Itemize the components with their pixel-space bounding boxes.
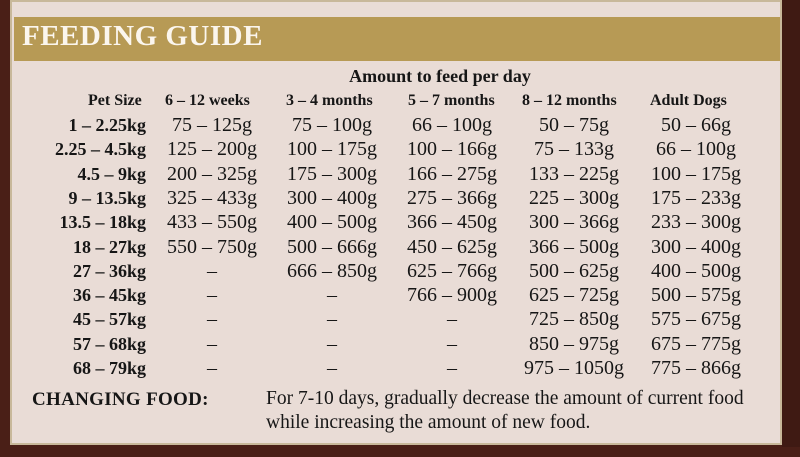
table-cell: 625 – 725g	[529, 284, 619, 307]
table-cell: –	[207, 332, 217, 355]
table-cell: 500 – 575g	[651, 284, 741, 307]
background-strip	[0, 447, 800, 457]
table-cell: –	[207, 357, 217, 379]
column-header-pet-size: Pet Size	[88, 92, 142, 109]
table-cell: 66 – 100g	[412, 114, 492, 136]
table-cell: 50 – 66g	[661, 114, 731, 136]
table-cell: 300 – 400g	[651, 235, 741, 258]
table-cell: 75 – 100g	[292, 114, 372, 136]
pet-size-cell: 27 – 36kg	[72, 260, 146, 281]
table-cell: 133 – 225g	[529, 162, 619, 185]
table-cell: 100 – 175g	[651, 162, 741, 185]
table-cell: –	[327, 308, 337, 331]
table-cell: 575 – 675g	[651, 308, 741, 331]
table-cell: 100 – 166g	[407, 138, 497, 161]
table-cell: –	[327, 332, 337, 355]
pet-size-cell: 57 – 68kg	[72, 333, 146, 354]
table-cell: 975 – 1050g	[524, 357, 624, 379]
changing-food-text: For 7-10 days, gradually decrease the am…	[266, 388, 744, 433]
table-cell: 325 – 433g	[167, 186, 257, 209]
feeding-guide-panel	[10, 0, 782, 445]
table-cell: –	[207, 259, 217, 282]
table-cell: –	[327, 357, 337, 379]
background-edge	[782, 0, 800, 457]
table-cell: 850 – 975g	[529, 332, 619, 355]
table-cell: 500 – 666g	[287, 235, 377, 258]
table-cell: 625 – 766g	[407, 259, 497, 282]
table-cell: 75 – 125g	[172, 114, 252, 136]
column-header-5-7-months: 5 – 7 months	[408, 92, 495, 109]
table-cell: 400 – 500g	[287, 211, 377, 234]
table-cell: 725 – 850g	[529, 308, 619, 331]
pet-size-cell: 1 – 2.25kg	[68, 115, 146, 135]
column-header-adult-dogs: Adult Dogs	[650, 92, 727, 109]
pet-size-cell: 2.25 – 4.5kg	[54, 139, 146, 160]
pet-size-cell: 18 – 27kg	[72, 236, 146, 257]
table-cell: 550 – 750g	[167, 235, 257, 258]
pet-size-cell: 9 – 13.5kg	[68, 187, 146, 208]
table-cell: 300 – 366g	[529, 211, 619, 234]
table-cell: 175 – 300g	[287, 162, 377, 185]
table-cell: 166 – 275g	[407, 162, 497, 185]
pet-size-cell: 4.5 – 9kg	[77, 163, 146, 184]
pet-size-cell: 68 – 79kg	[72, 358, 146, 378]
pet-size-cell: 45 – 57kg	[72, 309, 146, 330]
table-cell: 275 – 366g	[407, 186, 497, 209]
table-cell: –	[447, 308, 457, 331]
table-cell: 666 – 850g	[287, 259, 377, 282]
table-cell: 450 – 625g	[407, 235, 497, 258]
table-cell: 300 – 400g	[287, 186, 377, 209]
header-bar	[14, 17, 780, 61]
table-cell: 225 – 300g	[529, 186, 619, 209]
table-cell: 125 – 200g	[167, 138, 257, 161]
table-cell: 66 – 100g	[656, 138, 736, 161]
table-cell: 233 – 300g	[651, 211, 741, 234]
table-cell: –	[207, 308, 217, 331]
column-header-3-4-months: 3 – 4 months	[286, 92, 373, 109]
table-cell: 175 – 233g	[651, 186, 741, 209]
table-cell: –	[327, 284, 337, 307]
table-cell: 766 – 900g	[407, 284, 497, 307]
table-cell: 366 – 500g	[529, 235, 619, 258]
table-cell: –	[207, 284, 217, 307]
pet-size-cell: 36 – 45kg	[72, 285, 146, 306]
table-cell: 100 – 175g	[287, 138, 377, 161]
table-cell: –	[447, 332, 457, 355]
table-cell: 366 – 450g	[407, 211, 497, 234]
table-cell: 675 – 775g	[651, 332, 741, 355]
amount-heading: Amount to feed per day	[349, 66, 531, 86]
table-cell: 75 – 133g	[534, 138, 614, 161]
page-title: FEEDING GUIDE	[22, 20, 263, 52]
table-cell: 500 – 625g	[529, 259, 619, 282]
table-cell: 50 – 75g	[539, 114, 609, 136]
table-cell: 200 – 325g	[167, 162, 257, 185]
table-cell: 433 – 550g	[167, 211, 257, 234]
table-cell: –	[447, 357, 457, 379]
pet-size-cell: 13.5 – 18kg	[59, 212, 146, 233]
table-cell: 775 – 866g	[651, 357, 741, 379]
table-cell: 400 – 500g	[651, 259, 741, 282]
column-header-6-12-weeks: 6 – 12 weeks	[165, 92, 250, 109]
changing-food-label: CHANGING FOOD:	[32, 389, 209, 410]
column-header-8-12-months: 8 – 12 months	[522, 92, 617, 109]
